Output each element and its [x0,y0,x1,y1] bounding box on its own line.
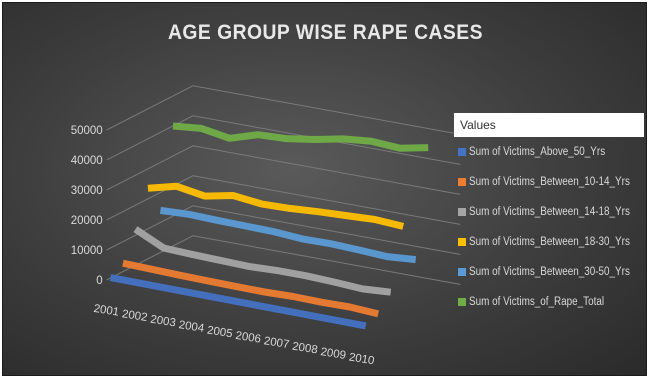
series-line [122,259,380,318]
series-ribbon [147,182,405,230]
x-tick-label: 2001 [93,303,120,319]
series-ribbon [133,226,392,296]
legend-swatch [458,148,466,156]
legend-title: Values [454,113,644,137]
legend-swatch [458,298,466,306]
legend-entry: Sum of Victims_Above_50_Yrs [454,137,644,167]
series-group [109,122,429,330]
series-line [172,122,429,152]
legend-swatch [458,238,466,246]
x-tick-label: 2005 [206,324,233,340]
x-tick-label: 2003 [149,314,176,330]
gridline [106,175,461,225]
series-line [147,182,405,230]
series-line [133,226,392,296]
legend-swatch [458,268,466,276]
y-tick-label: 10000 [71,245,103,257]
legend-swatch [458,178,466,186]
gridline [106,115,461,165]
x-tick-label: 2004 [178,319,206,335]
y-tick-label: 20000 [71,215,103,227]
legend-entry: Sum of Victims_Between_14-18_Yrs [454,197,644,227]
legend-entry: Sum of Victims_of_Rape_Total [454,287,644,317]
series-line [159,206,417,264]
legend-label: Sum of Victims_Between_10-14_Yrs [469,176,630,188]
x-tick-label: 2006 [235,330,262,346]
y-tick-label: 30000 [71,185,103,197]
legend-label: Sum of Victims_Between_18-30_Yrs [469,236,630,248]
series-ribbon [109,274,367,330]
legend-swatch [458,208,466,216]
legend-label: Sum of Victims_Between_30-50_Yrs [469,266,630,278]
series-ribbon [122,259,380,318]
chart-title: AGE GROUP WISE RAPE CASES [168,21,483,44]
legend-label: Sum of Victims_Above_50_Yrs [469,146,606,158]
x-tick-label: 2007 [263,335,290,351]
gridline [106,205,461,255]
x-tick-label: 2002 [121,308,148,324]
gridline [106,145,461,195]
legend: Values Sum of Victims_Above_50_Yrs Sum of… [454,113,644,317]
legend-label: Sum of Victims_of_Rape_Total [469,296,605,308]
gridline [106,85,461,135]
x-tick-label: 2008 [291,341,318,357]
y-tick-label: 50000 [71,125,103,137]
series-ribbon [172,122,429,152]
gridlines [106,85,461,285]
x-tick-label: 2010 [348,351,375,367]
legend-entry: Sum of Victims_Between_18-30_Yrs [454,227,644,257]
y-tick-label: 40000 [71,155,103,167]
x-tick-label: 2009 [320,346,347,362]
legend-entry: Sum of Victims_Between_30-50_Yrs [454,257,644,287]
series-ribbon [159,206,417,264]
legend-entry: Sum of Victims_Between_10-14_Yrs [454,167,644,197]
legend-label: Sum of Victims_Between_14-18_Yrs [469,206,630,218]
y-tick-label: 0 [96,275,102,287]
series-line [109,274,367,330]
